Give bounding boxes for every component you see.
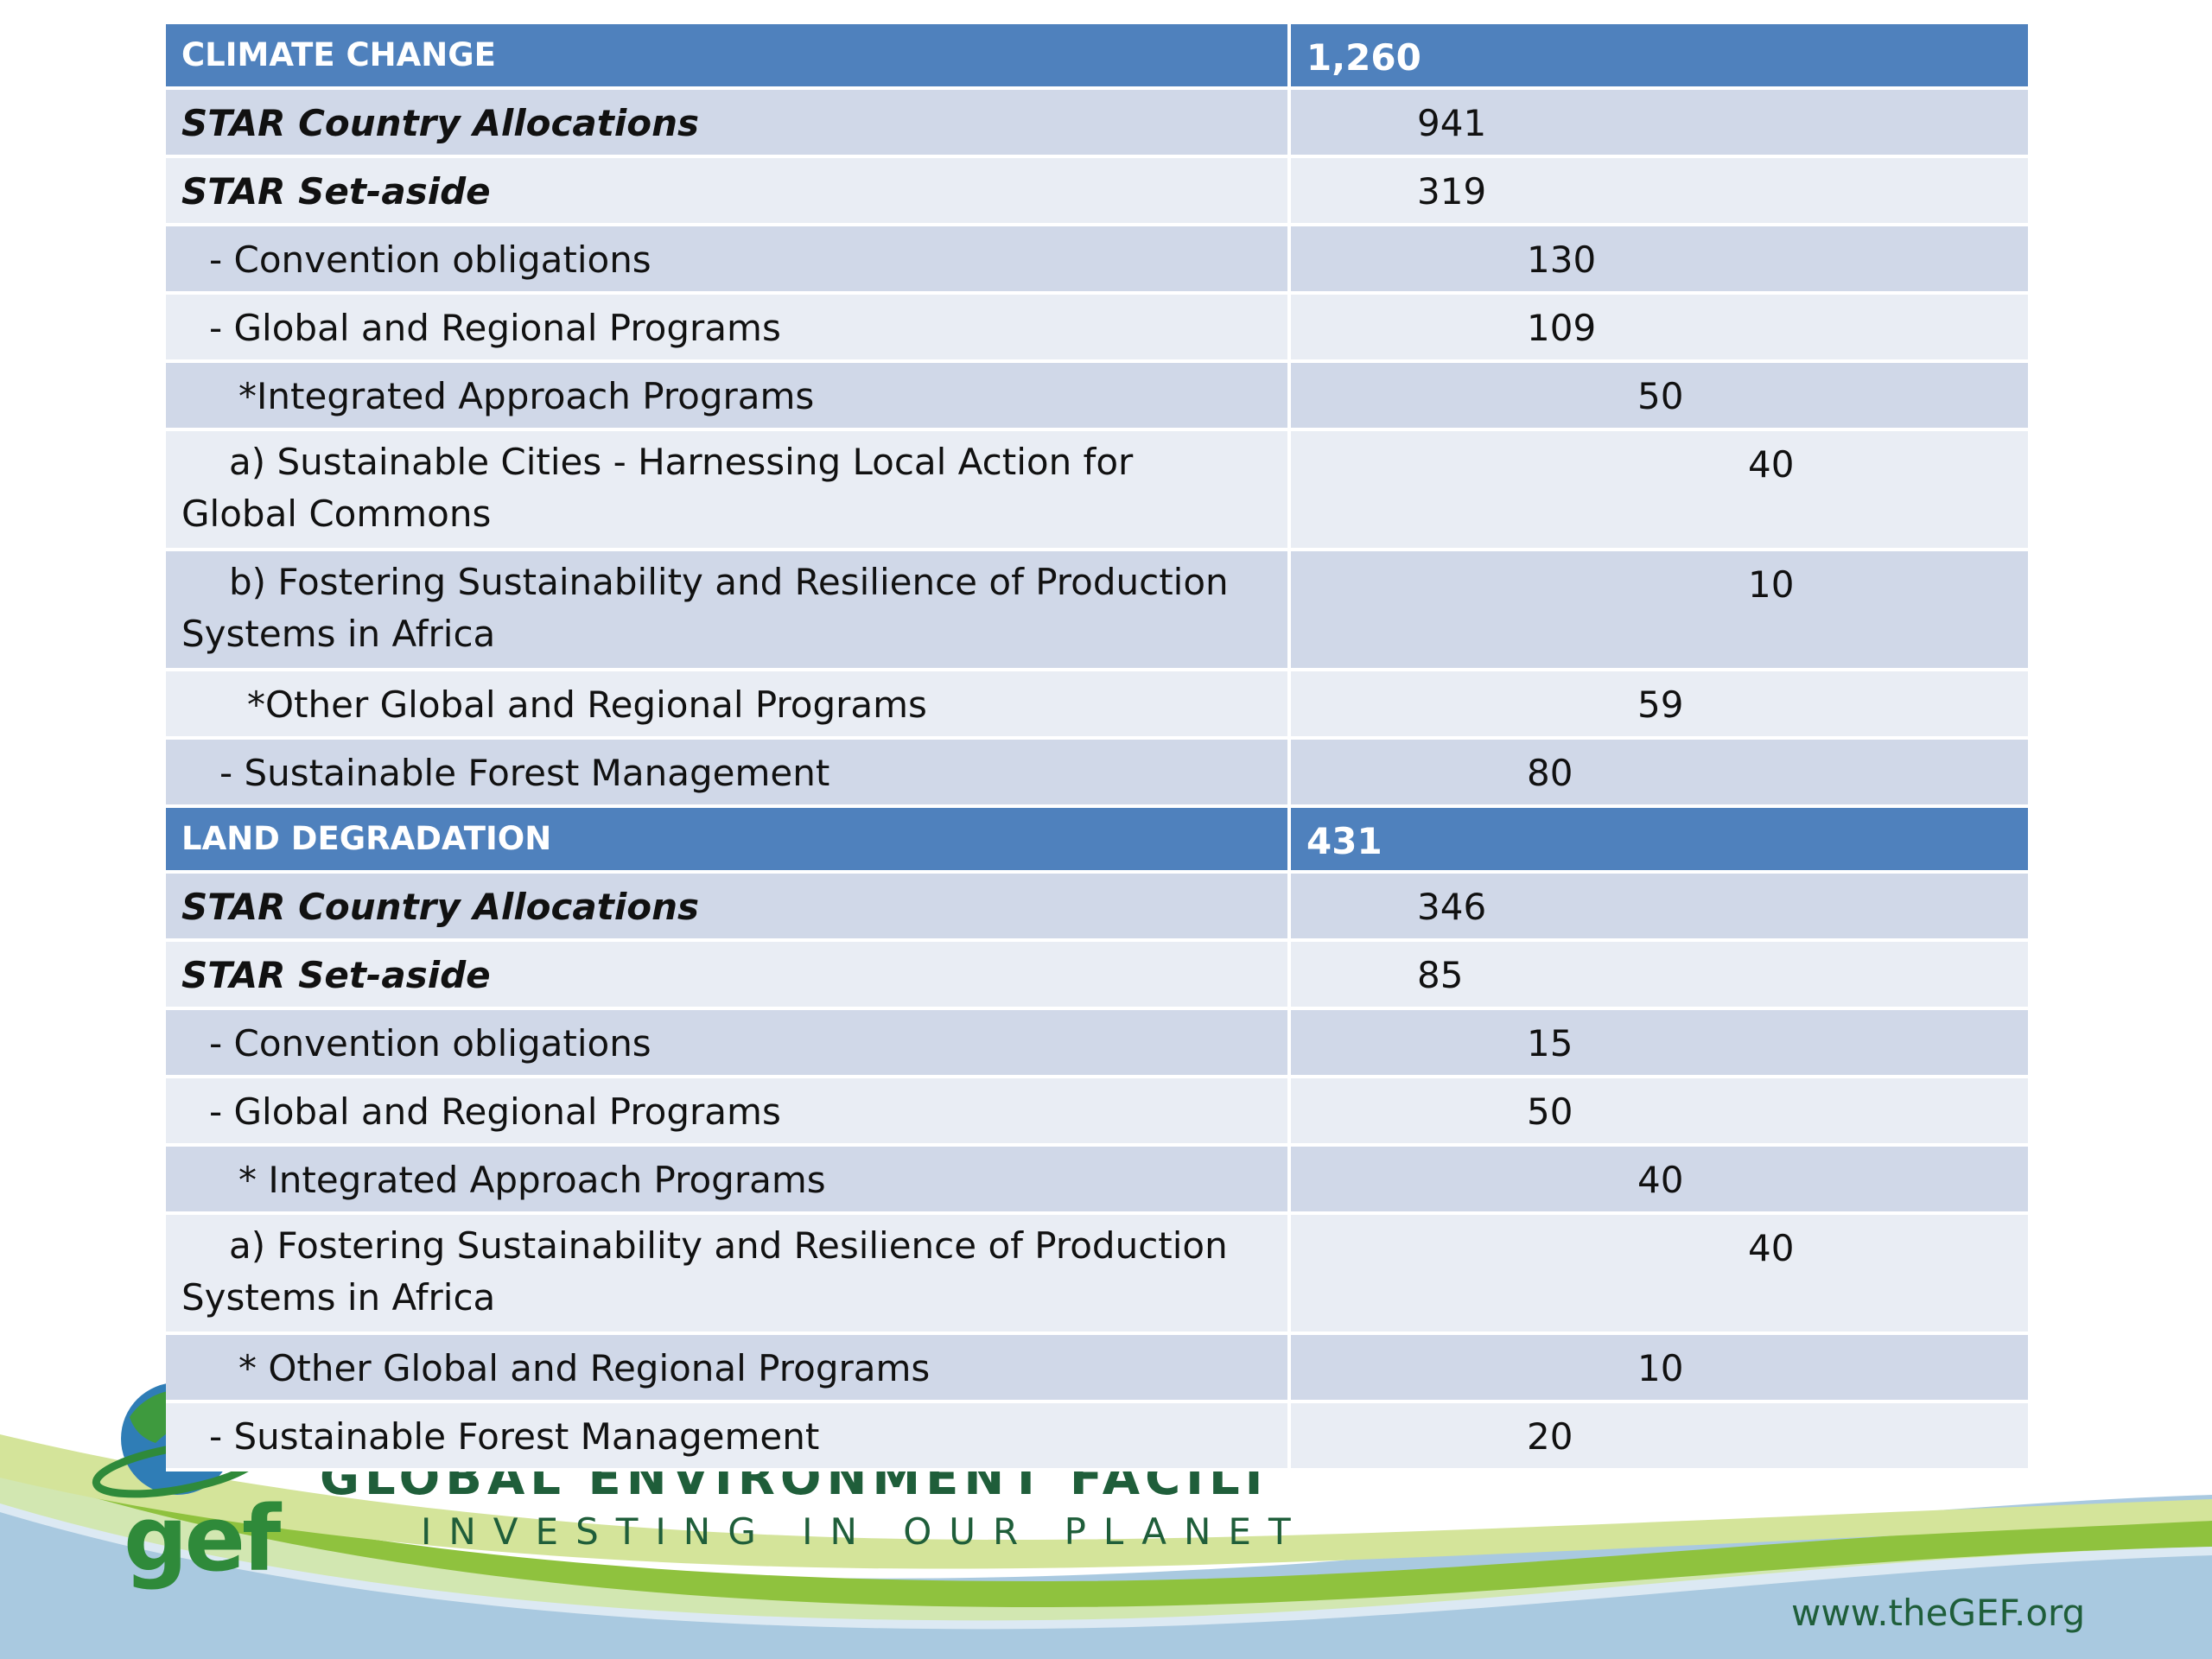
table-row: - Global and Regional Programs 109 — [166, 295, 2028, 363]
row-value-cell: 109 — [1291, 295, 2028, 363]
row-value-cell: 40 — [1291, 431, 2028, 551]
org-name: GLOBAL ENVIRONMENT FACILITY — [320, 1469, 1270, 1498]
org-name-clip: GLOBAL ENVIRONMENT FACILITY — [320, 1469, 1270, 1498]
row-value: 50 — [1637, 375, 1684, 417]
allocation-table: CLIMATE CHANGE 1,260 STAR Country Alloca… — [166, 24, 2028, 1471]
allocation-table-container: CLIMATE CHANGE 1,260 STAR Country Alloca… — [166, 24, 2028, 1471]
table-row: *Integrated Approach Programs 50 — [166, 363, 2028, 431]
org-tagline: INVESTING IN OUR PLANET — [421, 1510, 1308, 1553]
row-value-cell: 941 — [1291, 90, 2028, 158]
row-value: 10 — [1637, 1347, 1684, 1389]
row-label: STAR Country Allocations — [166, 874, 1291, 942]
section-header-climate-change: CLIMATE CHANGE 1,260 — [166, 24, 2028, 90]
section-total: 431 — [1291, 808, 2028, 874]
row-value-cell: 40 — [1291, 1215, 2028, 1335]
row-value-cell: 10 — [1291, 551, 2028, 671]
row-label: * Integrated Approach Programs — [166, 1147, 1291, 1215]
row-value-cell: 59 — [1291, 671, 2028, 740]
row-value: 40 — [1748, 1227, 1795, 1269]
gef-logo: gef — [124, 1486, 281, 1592]
row-value: 20 — [1527, 1415, 1573, 1458]
row-value: 15 — [1527, 1022, 1573, 1065]
row-value-cell: 15 — [1291, 1010, 2028, 1078]
row-label: a) Fostering Sustainability and Resilien… — [166, 1215, 1291, 1335]
row-value: 319 — [1417, 170, 1487, 213]
row-value-cell: 40 — [1291, 1147, 2028, 1215]
table-row: * Integrated Approach Programs 40 — [166, 1147, 2028, 1215]
row-value: 109 — [1527, 307, 1597, 349]
row-label: STAR Set-aside — [166, 942, 1291, 1010]
section-header-land-degradation: LAND DEGRADATION 431 — [166, 808, 2028, 874]
table-row: - Global and Regional Programs 50 — [166, 1078, 2028, 1147]
row-value-cell: 346 — [1291, 874, 2028, 942]
row-value: 85 — [1417, 954, 1464, 996]
section-title: CLIMATE CHANGE — [166, 24, 1291, 90]
table-row: - Sustainable Forest Management 20 — [166, 1403, 2028, 1471]
row-value: 40 — [1637, 1159, 1684, 1201]
row-label: - Convention obligations — [166, 226, 1291, 295]
row-value-cell: 319 — [1291, 158, 2028, 226]
row-value: 941 — [1417, 102, 1487, 144]
table-row: a) Fostering Sustainability and Resilien… — [166, 1215, 2028, 1335]
row-value: 40 — [1748, 443, 1795, 486]
table-row: - Convention obligations 15 — [166, 1010, 2028, 1078]
row-label: - Sustainable Forest Management — [166, 740, 1291, 808]
table-row: STAR Country Allocations 941 — [166, 90, 2028, 158]
row-value: 80 — [1527, 752, 1573, 794]
table-row: b) Fostering Sustainability and Resilien… — [166, 551, 2028, 671]
table-row: STAR Set-aside 85 — [166, 942, 2028, 1010]
row-value-cell: 80 — [1291, 740, 2028, 808]
table-row: - Convention obligations 130 — [166, 226, 2028, 295]
table-row: STAR Country Allocations 346 — [166, 874, 2028, 942]
row-label: a) Sustainable Cities - Harnessing Local… — [166, 431, 1291, 551]
row-value: 59 — [1637, 683, 1684, 726]
row-value-cell: 50 — [1291, 1078, 2028, 1147]
table-row: *Other Global and Regional Programs 59 — [166, 671, 2028, 740]
row-value: 10 — [1748, 563, 1795, 606]
row-value: 346 — [1417, 886, 1487, 928]
row-value-cell: 130 — [1291, 226, 2028, 295]
row-value-cell: 50 — [1291, 363, 2028, 431]
row-label: b) Fostering Sustainability and Resilien… — [166, 551, 1291, 671]
row-label: - Global and Regional Programs — [166, 1078, 1291, 1147]
section-total: 1,260 — [1291, 24, 2028, 90]
section-title: LAND DEGRADATION — [166, 808, 1291, 874]
row-label: *Other Global and Regional Programs — [166, 671, 1291, 740]
table-row: - Sustainable Forest Management 80 — [166, 740, 2028, 808]
table-row: * Other Global and Regional Programs 10 — [166, 1335, 2028, 1403]
row-label: - Convention obligations — [166, 1010, 1291, 1078]
table-row: a) Sustainable Cities - Harnessing Local… — [166, 431, 2028, 551]
row-label: - Global and Regional Programs — [166, 295, 1291, 363]
row-value-cell: 20 — [1291, 1403, 2028, 1471]
row-label: * Other Global and Regional Programs — [166, 1335, 1291, 1403]
row-label: *Integrated Approach Programs — [166, 363, 1291, 431]
row-value-cell: 85 — [1291, 942, 2028, 1010]
row-label: STAR Set-aside — [166, 158, 1291, 226]
row-value-cell: 10 — [1291, 1335, 2028, 1403]
row-label: - Sustainable Forest Management — [166, 1403, 1291, 1471]
website-url: www.theGEF.org — [1791, 1592, 2086, 1634]
row-value: 50 — [1527, 1090, 1573, 1133]
row-value: 130 — [1527, 238, 1597, 281]
table-row: STAR Set-aside 319 — [166, 158, 2028, 226]
row-label: STAR Country Allocations — [166, 90, 1291, 158]
